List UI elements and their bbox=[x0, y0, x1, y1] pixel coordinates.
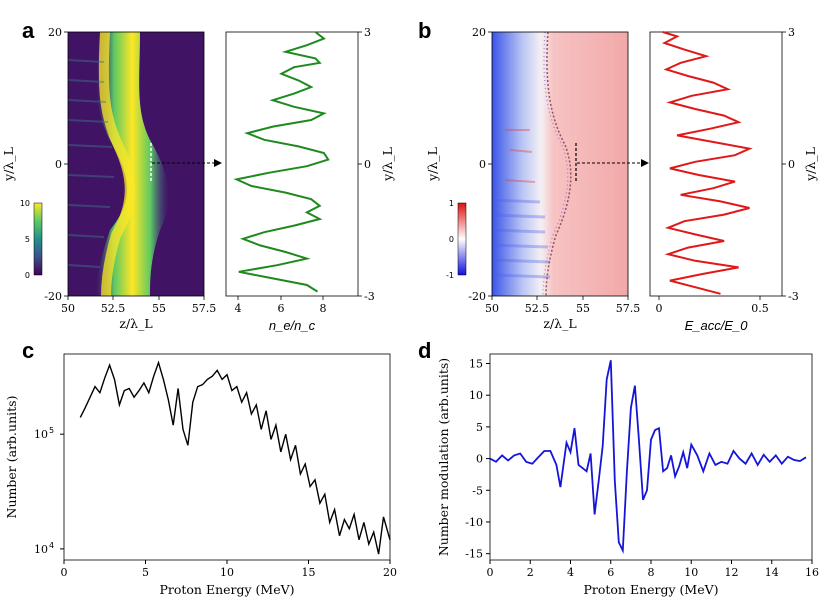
b-prof-ytick-0: 3 bbox=[788, 26, 795, 39]
d-xtick-label-3: 6 bbox=[607, 566, 614, 579]
b-map-xtick-0: 50 bbox=[485, 302, 499, 315]
c-ytick-label-0: 10 bbox=[34, 543, 48, 556]
a-prof-ytick-2: -3 bbox=[364, 290, 375, 303]
panel-b-field-profile: 0 0.5 3 0 -3 E_acc/E_0 y/λ_L bbox=[649, 26, 818, 333]
d-xtick-label-1: 2 bbox=[527, 566, 534, 579]
a-map-ytick-1: 0 bbox=[55, 158, 62, 171]
b-prof-xtick-0: 0 bbox=[656, 302, 663, 315]
panel-b-field-map: 50 52.5 55 57.5 20 0 -20 z/λ_L y/λ_L 1 0… bbox=[425, 26, 640, 331]
b-map-ylabel: y/λ_L bbox=[425, 147, 440, 182]
a-profile-line bbox=[233, 31, 330, 293]
d-xtick-label-4: 8 bbox=[648, 566, 655, 579]
b-map-ytick-2: -20 bbox=[468, 290, 486, 303]
b-colorbar bbox=[457, 202, 467, 276]
a-prof-ytick-1: 0 bbox=[364, 158, 371, 171]
d-ylabel: Number modulation (arb.units) bbox=[436, 358, 451, 556]
d-xtick-label-6: 12 bbox=[725, 566, 739, 579]
d-xtick-label-8: 16 bbox=[805, 566, 819, 579]
c-xlabel: Proton Energy (MeV) bbox=[159, 582, 294, 597]
d-ytick-label-2: -5 bbox=[472, 484, 483, 497]
b-prof-xlabel: E_acc/E_0 bbox=[685, 318, 749, 333]
a-prof-xtick-0: 4 bbox=[235, 302, 242, 315]
panel-letter-b: b bbox=[418, 18, 431, 43]
a-prof-xlabel: n_e/n_c bbox=[269, 318, 316, 333]
a-map-ytick-0: 20 bbox=[48, 26, 62, 39]
b-map-xtick-1: 52.5 bbox=[525, 302, 550, 315]
d-ytick-label-4: 5 bbox=[476, 421, 483, 434]
panel-a-density-profile: 4 6 8 3 0 -3 n_e/n_c y/λ_L bbox=[225, 26, 395, 333]
b-profile-line bbox=[661, 31, 753, 295]
c-xtick-label-0: 0 bbox=[61, 566, 68, 579]
b-map-ytick-0: 20 bbox=[472, 26, 486, 39]
c-xtick-label-2: 10 bbox=[220, 566, 234, 579]
d-xtick-label-0: 0 bbox=[487, 566, 494, 579]
d-xtick-label-7: 14 bbox=[765, 566, 779, 579]
b-map-xtick-2: 55 bbox=[576, 302, 590, 315]
panel-letter-d: d bbox=[418, 338, 431, 363]
b-cbar-tick-1: 0 bbox=[449, 235, 454, 244]
a-map-xtick-2: 55 bbox=[152, 302, 166, 315]
b-map-ytick-1: 0 bbox=[479, 158, 486, 171]
a-map-xtick-0: 50 bbox=[61, 302, 75, 315]
b-prof-ytick-2: -3 bbox=[788, 290, 799, 303]
c-xtick-label-3: 15 bbox=[302, 566, 316, 579]
b-map-xtick-3: 57.5 bbox=[616, 302, 641, 315]
a-colorbar bbox=[33, 202, 43, 276]
panel-letter-a: a bbox=[22, 18, 35, 43]
d-ytick-label-3: 0 bbox=[476, 453, 483, 466]
c-ytick-label-1: 10 bbox=[34, 428, 48, 441]
c-xtick-label-4: 20 bbox=[383, 566, 397, 579]
b-map-xlabel: z/λ_L bbox=[543, 316, 576, 331]
b-cbar-tick-0: 1 bbox=[449, 199, 454, 208]
b-prof-ytick-1: 0 bbox=[788, 158, 795, 171]
a-cbar-tick-1: 5 bbox=[25, 235, 30, 244]
panel-d-modulation: 0 2 4 6 8 10 12 14 16 -15 -10 -5 0 5 10 15 Proton Energ… bbox=[436, 353, 819, 597]
panel-letter-c: c bbox=[22, 338, 34, 363]
d-ytick-label-6: 15 bbox=[469, 358, 483, 371]
a-map-xlabel: z/λ_L bbox=[119, 316, 152, 331]
c-ytick-exp-0: 4 bbox=[49, 541, 54, 550]
c-ylabel: Number (arb.units) bbox=[4, 396, 19, 519]
d-ytick-label-5: 10 bbox=[469, 389, 483, 402]
d-xlabel: Proton Energy (MeV) bbox=[583, 582, 718, 597]
panel-a-density-map: 50 52.5 55 57.5 20 0 -20 z/λ_L y/λ_L 10 … bbox=[1, 26, 216, 331]
a-prof-xtick-2: 8 bbox=[320, 302, 327, 315]
a-arrow bbox=[152, 159, 222, 167]
b-prof-ylabel: y/λ_L bbox=[803, 147, 818, 182]
a-map-ytick-2: -20 bbox=[44, 290, 62, 303]
c-xtick-label-1: 5 bbox=[142, 566, 149, 579]
a-prof-ylabel: y/λ_L bbox=[380, 147, 395, 182]
a-map-xtick-1: 52.5 bbox=[101, 302, 126, 315]
a-map-xtick-3: 57.5 bbox=[192, 302, 217, 315]
d-xtick-label-5: 10 bbox=[684, 566, 698, 579]
d-ytick-label-1: -10 bbox=[465, 516, 483, 529]
a-cbar-tick-2: 0 bbox=[25, 271, 30, 280]
c-ytick-exp-1: 5 bbox=[49, 426, 54, 435]
d-modulation-line bbox=[489, 360, 807, 555]
a-map-ylabel: y/λ_L bbox=[1, 147, 16, 182]
b-prof-xtick-1: 0.5 bbox=[751, 302, 769, 315]
a-prof-xtick-1: 6 bbox=[278, 302, 285, 315]
b-cbar-tick-2: -1 bbox=[446, 271, 454, 280]
a-cbar-tick-0: 10 bbox=[20, 199, 30, 208]
d-xtick-label-2: 4 bbox=[567, 566, 574, 579]
c-spectrum-line bbox=[79, 360, 391, 555]
d-ytick-label-0: -15 bbox=[465, 548, 483, 561]
b-arrow bbox=[577, 159, 649, 167]
a-prof-ytick-0: 3 bbox=[364, 26, 371, 39]
